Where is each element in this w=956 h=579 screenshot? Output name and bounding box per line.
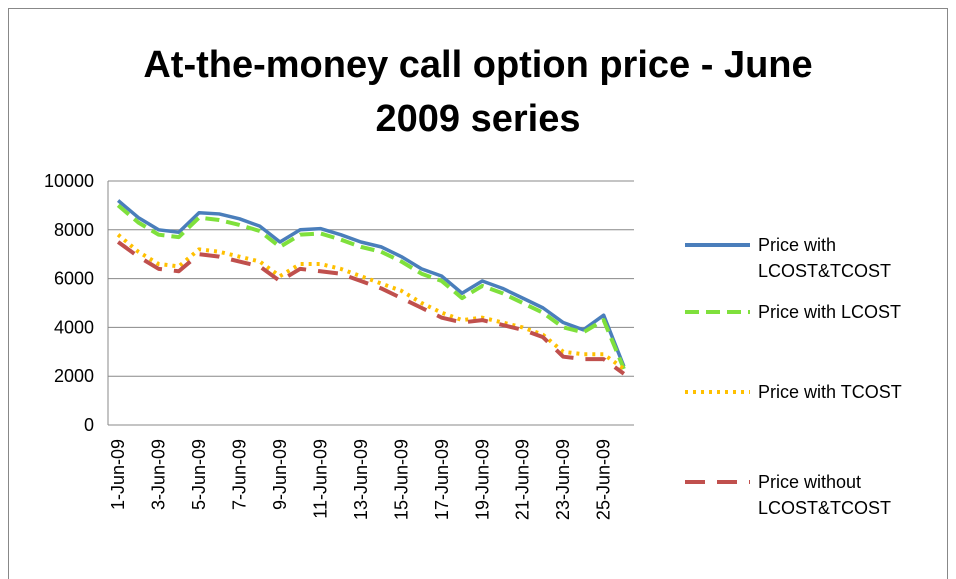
- x-tick-label: 25-Jun-09: [594, 439, 614, 520]
- chart-border: [8, 8, 948, 579]
- y-tick-label: 8000: [54, 220, 94, 240]
- line-series: [116, 233, 626, 371]
- y-tick-label: 2000: [54, 366, 94, 386]
- line-series: [116, 240, 626, 376]
- legend-label: Price without LCOST&TCOST: [758, 472, 892, 518]
- x-tick-label: 7-Jun-09: [230, 439, 250, 510]
- legend-label: Price with LCOST&TCOST: [758, 235, 892, 281]
- x-tick-label: 13-Jun-09: [351, 439, 371, 520]
- x-tick-label: 11-Jun-09: [310, 439, 330, 519]
- x-tick-label: 15-Jun-09: [391, 439, 411, 520]
- chart-title: At-the-money call option price - June 20…: [143, 44, 813, 140]
- y-tick-label: 4000: [54, 317, 94, 337]
- line-series: [116, 199, 626, 368]
- x-tick-label: 5-Jun-09: [189, 439, 209, 510]
- legend-label: Price with LCOST: [758, 302, 902, 322]
- x-tick-label: 3-Jun-09: [149, 439, 169, 510]
- x-tick-label: 17-Jun-09: [432, 439, 452, 520]
- y-tick-label: 0: [84, 415, 94, 435]
- x-tick-label: 19-Jun-09: [472, 439, 492, 520]
- x-tick-label: 23-Jun-09: [553, 439, 573, 520]
- x-tick-label: 1-Jun-09: [108, 439, 128, 510]
- x-tick-label: 9-Jun-09: [270, 439, 290, 510]
- line-series: [116, 203, 626, 370]
- y-tick-label: 6000: [54, 269, 94, 289]
- legend-label: Price with TCOST: [758, 382, 902, 402]
- y-tick-label: 10000: [44, 171, 94, 191]
- x-tick-label: 21-Jun-09: [513, 439, 533, 520]
